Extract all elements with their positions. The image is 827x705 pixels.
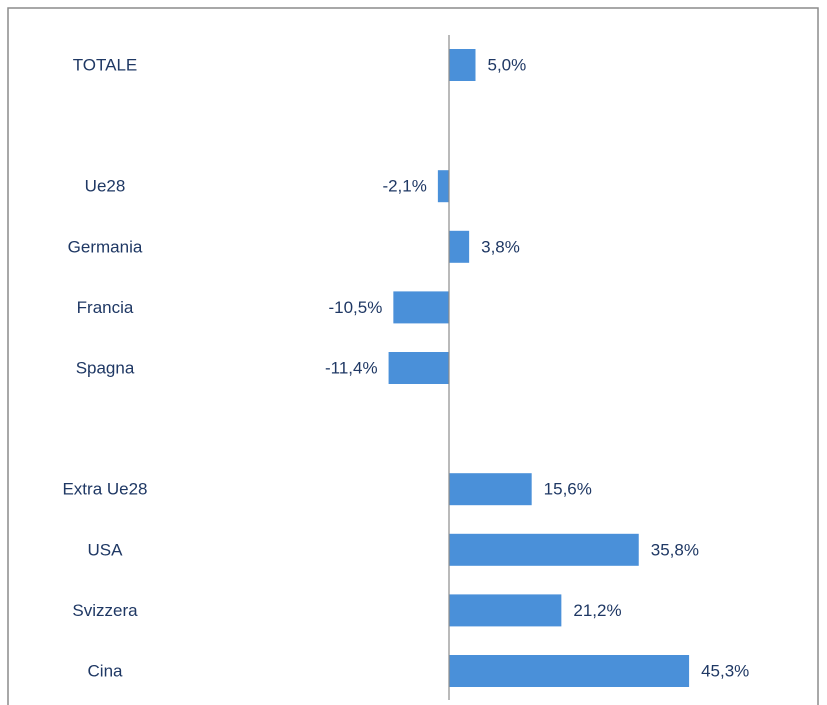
value-label: -11,4% (325, 358, 378, 377)
category-label: Ue28 (85, 177, 126, 196)
category-label: Svizzera (72, 601, 138, 620)
bar (449, 533, 639, 566)
bar (449, 230, 470, 263)
bar (388, 352, 449, 384)
category-label: Germania (68, 237, 143, 256)
value-label: 5,0% (488, 55, 527, 74)
bar (393, 291, 449, 324)
value-label: -10,5% (328, 298, 382, 317)
category-label: TOTALE (73, 55, 138, 74)
value-label: 45,3% (701, 661, 749, 680)
category-label: Extra Ue28 (62, 480, 147, 499)
category-label: Cina (88, 661, 124, 680)
value-label: -2,1% (382, 177, 426, 196)
bar (437, 170, 449, 203)
value-label: 35,8% (651, 540, 699, 559)
frame (7, 7, 819, 705)
category-label: Spagna (76, 358, 135, 377)
value-label: 15,6% (544, 480, 592, 499)
category-label: Francia (77, 298, 134, 317)
bar (449, 655, 690, 687)
bar (449, 473, 532, 506)
category-label: USA (88, 540, 124, 559)
value-label: 21,2% (573, 601, 621, 620)
value-label: 3,8% (481, 237, 520, 256)
bar (449, 594, 562, 627)
bar (449, 49, 476, 81)
